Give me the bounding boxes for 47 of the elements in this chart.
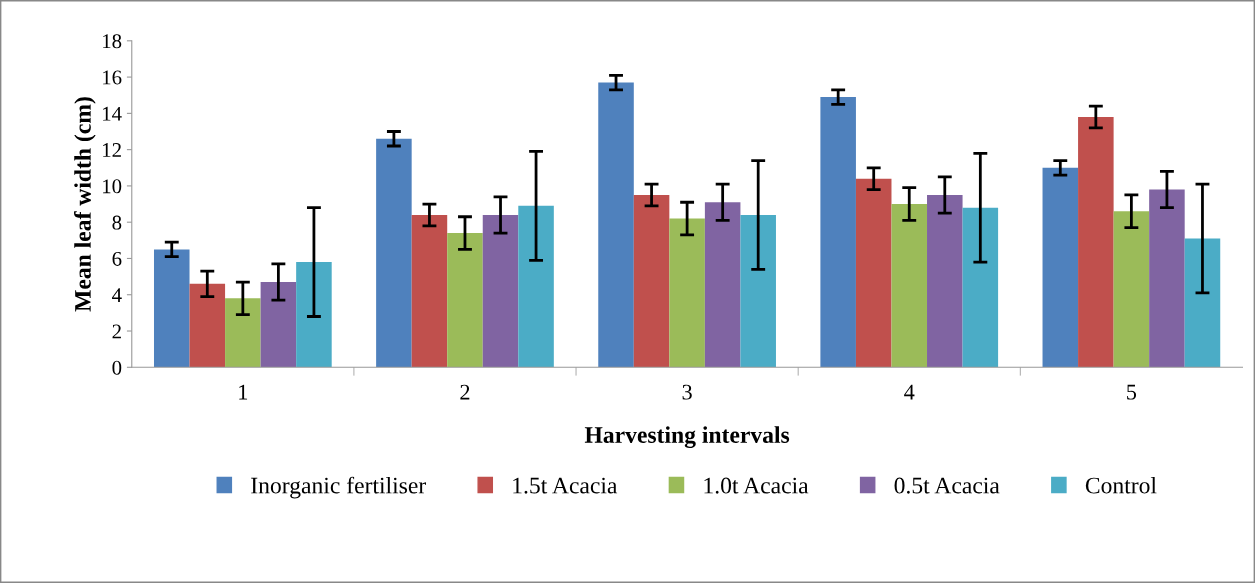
bar [482, 214, 519, 368]
x-tick-label: 3 [682, 384, 692, 400]
bar [633, 194, 670, 368]
y-tick-label: 8 [112, 215, 122, 230]
bar [855, 178, 892, 368]
bar [153, 249, 190, 368]
y-tick-label: 2 [112, 324, 121, 339]
x-tick-label: 4 [904, 384, 915, 400]
bar [296, 262, 332, 368]
y-tick-label: 10 [103, 179, 122, 194]
bar [669, 218, 705, 368]
x-tick-label: 2 [460, 384, 470, 400]
bar [1149, 189, 1185, 368]
y-tick-label: 14 [103, 106, 122, 121]
x-tick-label: 1 [239, 384, 248, 400]
y-axis-title: Mean leaf width (cm) [74, 97, 96, 312]
y-tick-label: 6 [112, 251, 122, 266]
bar [1042, 167, 1079, 368]
legend-label: Inorganic fertiliser [251, 476, 427, 499]
bar [962, 207, 999, 368]
bar [518, 205, 554, 368]
legend-label: 1.5t Acacia [513, 477, 618, 494]
legend-label: 0.5t Acacia [894, 477, 1000, 494]
bar [740, 214, 776, 368]
bar [411, 214, 448, 368]
legend-label: Control [1085, 476, 1157, 494]
bar [225, 298, 261, 368]
bar [820, 97, 856, 368]
x-tick-label: 5 [1127, 384, 1137, 400]
y-tick-label: 4 [112, 288, 122, 302]
legend-label: 1.0t Acacia [704, 477, 809, 494]
bar [260, 282, 297, 368]
bar [189, 283, 226, 368]
y-tick-label: 18 [103, 34, 122, 49]
bar [598, 82, 634, 368]
y-tick-label: 0 [112, 360, 122, 375]
bar [704, 202, 741, 368]
bar [1184, 238, 1221, 368]
bar [891, 204, 928, 368]
bar [1113, 211, 1150, 368]
bar [1078, 116, 1114, 368]
y-tick-label: 16 [103, 70, 122, 85]
bar [927, 194, 963, 368]
bar [447, 233, 483, 368]
x-axis-title: Harvesting intervals [584, 426, 790, 448]
bar [376, 138, 412, 368]
y-tick-label: 12 [103, 143, 121, 157]
